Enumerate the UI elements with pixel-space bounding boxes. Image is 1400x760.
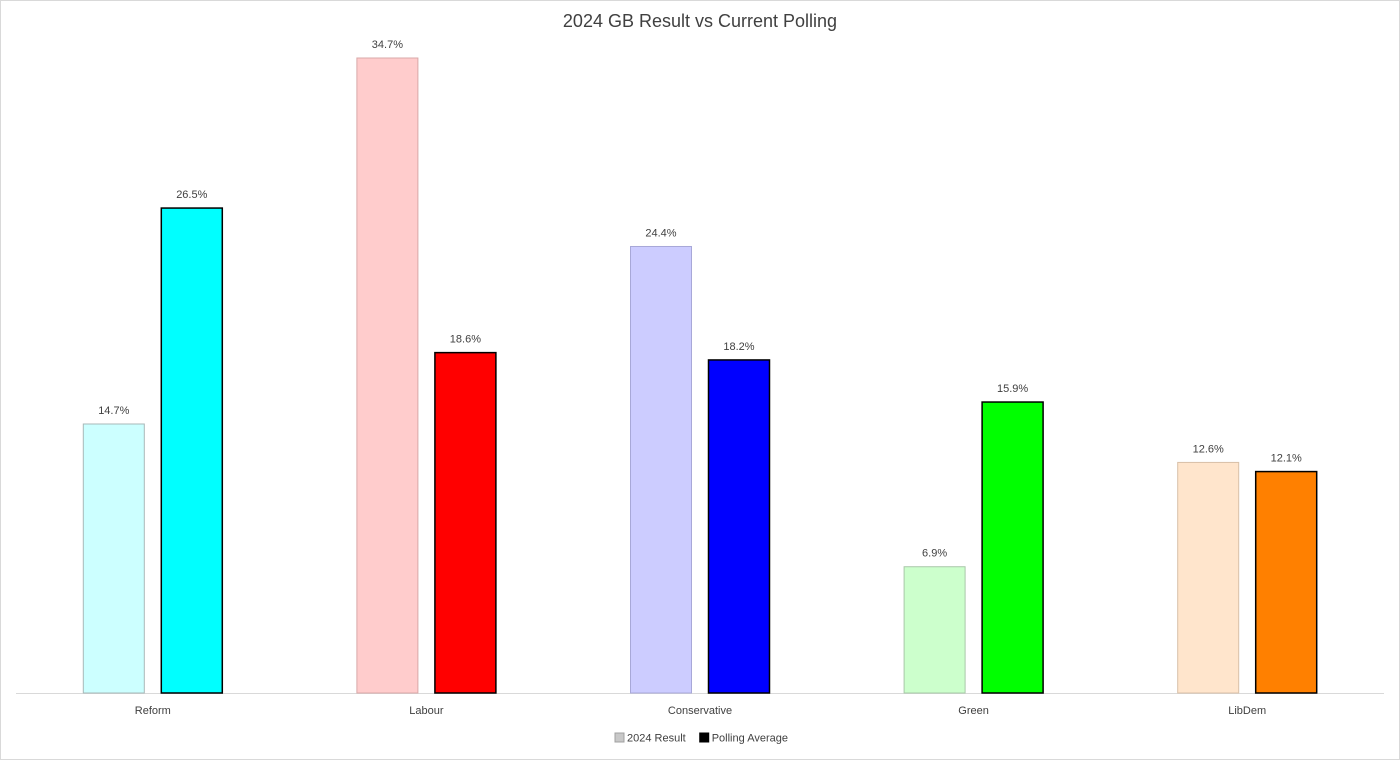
legend-label: 2024 Result [627, 732, 686, 744]
bar [981, 401, 1044, 694]
value-label: 12.6% [1193, 443, 1224, 455]
value-label: 15.9% [997, 383, 1028, 395]
x-tick-label: Labour [409, 705, 444, 717]
bar [630, 245, 692, 694]
bar [1177, 461, 1240, 694]
value-label: 12.1% [1271, 452, 1302, 464]
value-label: 24.4% [645, 227, 676, 239]
bar [707, 359, 771, 694]
x-tick-label: Conservative [668, 705, 732, 717]
legend-label: Polling Average [712, 732, 788, 744]
bar [903, 566, 966, 694]
bar [160, 207, 224, 694]
chart-title: 2024 GB Result vs Current Polling [563, 11, 837, 31]
bar [82, 423, 145, 694]
value-label: 18.2% [723, 341, 754, 353]
legend-swatch [614, 732, 625, 743]
bar [356, 57, 419, 694]
x-tick-label: LibDem [1228, 705, 1266, 717]
value-label: 34.7% [372, 39, 403, 51]
bar [1254, 470, 1318, 694]
value-label: 26.5% [176, 189, 207, 201]
bar [434, 351, 497, 694]
x-tick-label: Green [958, 705, 989, 717]
value-label: 14.7% [98, 405, 129, 417]
x-tick-label: Reform [135, 705, 171, 717]
value-label: 18.6% [450, 334, 481, 346]
legend-swatch [699, 732, 710, 743]
value-label: 6.9% [922, 548, 947, 560]
